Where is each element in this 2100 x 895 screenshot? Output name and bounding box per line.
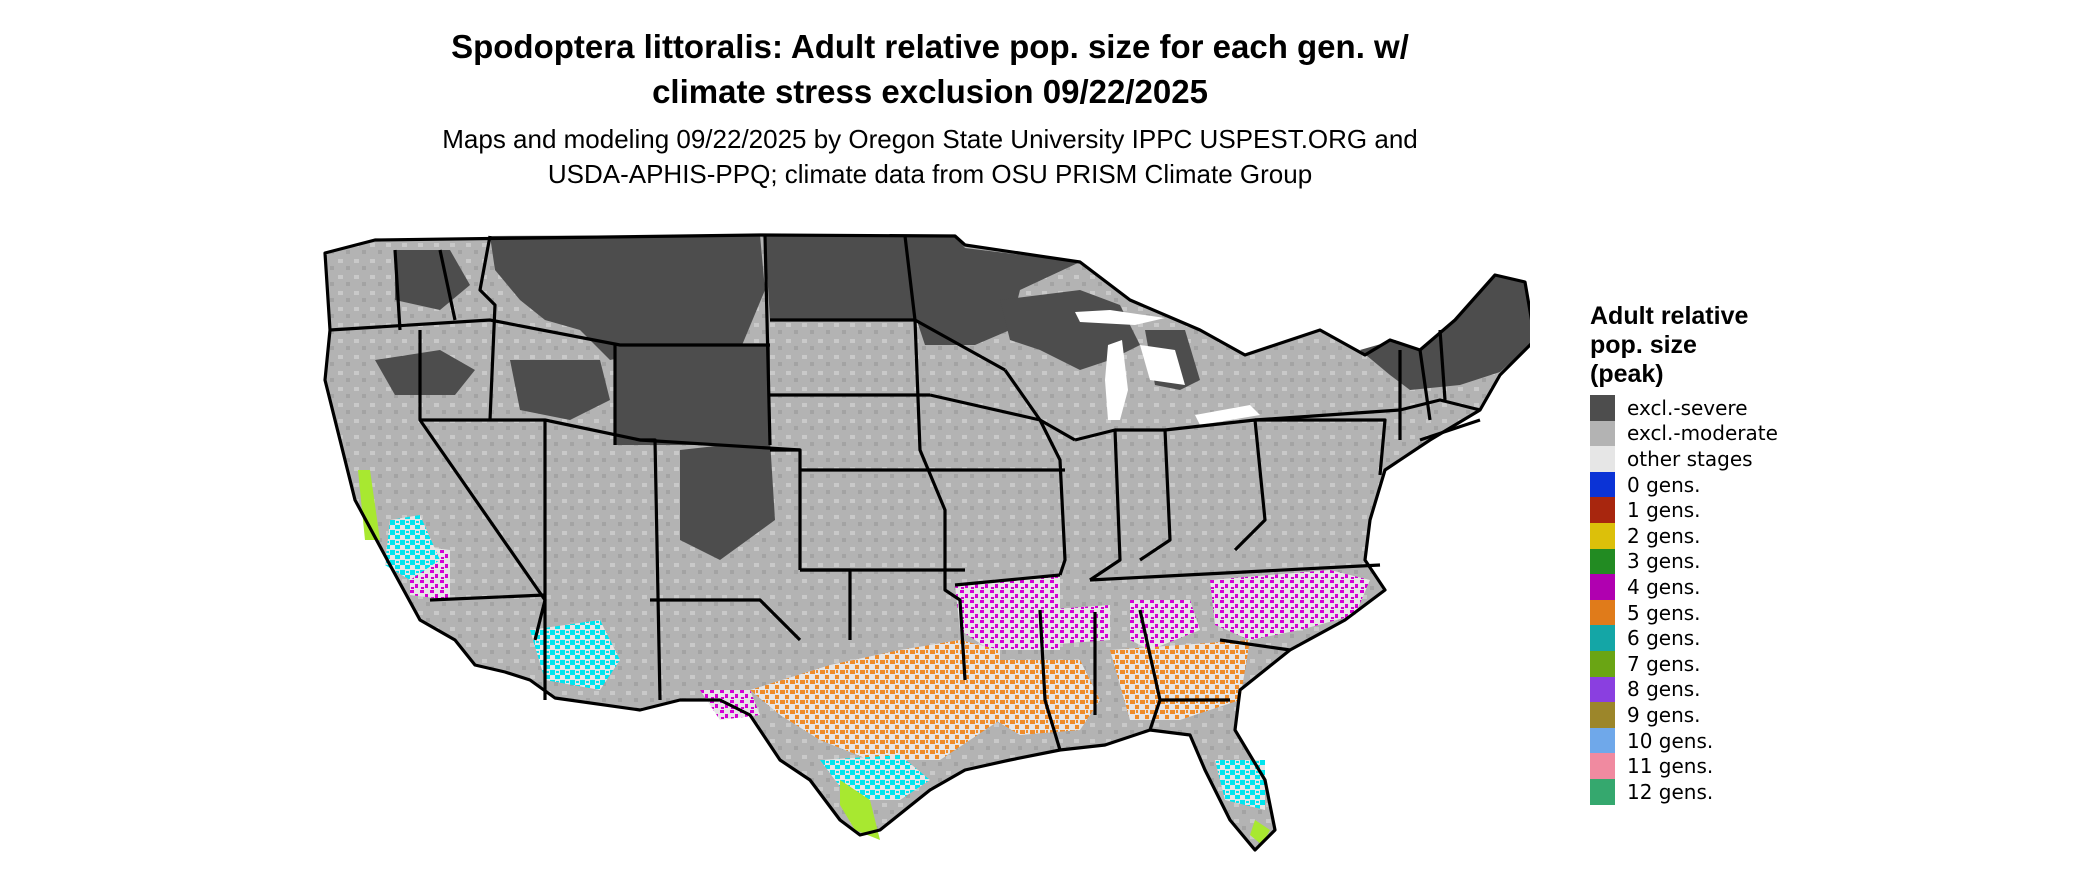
- legend-item: 9 gens.: [1590, 702, 1778, 728]
- legend-item: 4 gens.: [1590, 574, 1778, 600]
- legend-swatch: [1590, 650, 1615, 677]
- legend-label: excl.-moderate: [1627, 421, 1778, 446]
- legend-items: excl.-severe excl.-moderate other stages 0 …: [1590, 395, 1778, 805]
- map-title: Spodoptera littoralis: Adult relative po…: [0, 24, 1860, 114]
- legend-swatch: [1590, 522, 1615, 549]
- legend-label: 10 gens.: [1627, 728, 1714, 753]
- legend-swatch: [1590, 420, 1615, 447]
- map-subtitle-line-2: USDA-APHIS-PPQ; climate data from OSU PR…: [547, 159, 1313, 189]
- legend-label: 5 gens.: [1627, 600, 1701, 625]
- legend-swatch: [1590, 548, 1615, 575]
- legend-swatch: [1590, 676, 1615, 703]
- legend-item: 12 gens.: [1590, 778, 1778, 805]
- legend-swatch: [1590, 497, 1615, 523]
- legend-label: 2 gens.: [1627, 523, 1701, 548]
- map-subtitle-line-1: Maps and modeling 09/22/2025 by Oregon S…: [442, 124, 1418, 154]
- legend-label: 12 gens.: [1627, 779, 1714, 804]
- map-subtitle: Maps and modeling 09/22/2025 by Oregon S…: [0, 122, 1860, 192]
- legend-swatch: [1590, 446, 1615, 472]
- legend-item: 6 gens.: [1590, 625, 1778, 651]
- legend-label: 0 gens.: [1627, 472, 1701, 497]
- gen-7-areas: [358, 470, 1270, 845]
- legend-title: Adult relative pop. size (peak): [1590, 302, 1778, 389]
- legend-item: other stages: [1590, 446, 1778, 472]
- us-map: [323, 233, 1530, 852]
- legend-item: excl.-severe: [1590, 395, 1778, 421]
- legend-item: 8 gens.: [1590, 676, 1778, 703]
- legend-swatch: [1590, 395, 1615, 421]
- legend-label: 7 gens.: [1627, 651, 1701, 676]
- legend-item: 0 gens.: [1590, 471, 1778, 498]
- legend-label: 6 gens.: [1627, 626, 1701, 651]
- legend-item: excl.-moderate: [1590, 420, 1778, 447]
- legend-title-line-1: Adult relative: [1590, 302, 1749, 330]
- excl-severe-areas: [375, 235, 1530, 560]
- legend-item: 11 gens.: [1590, 753, 1778, 779]
- legend-item: 3 gens.: [1590, 548, 1778, 575]
- legend-label: 1 gens.: [1627, 498, 1701, 523]
- great-lakes: [1075, 310, 1260, 425]
- legend-label: 8 gens.: [1627, 677, 1701, 702]
- legend-swatch: [1590, 753, 1615, 779]
- legend-label: 11 gens.: [1627, 754, 1714, 779]
- legend-title-line-3: (peak): [1590, 360, 1664, 388]
- legend-swatch: [1590, 574, 1615, 600]
- legend-title-line-2: pop. size: [1590, 331, 1697, 359]
- legend-swatch: [1590, 599, 1615, 626]
- map-title-line-1: Spodoptera littoralis: Adult relative po…: [451, 28, 1409, 65]
- map-title-line-2: climate stress exclusion 09/22/2025: [652, 73, 1208, 110]
- legend-label: 4 gens.: [1627, 574, 1701, 599]
- legend-item: 2 gens.: [1590, 522, 1778, 549]
- gen-6-areas: [385, 515, 1265, 810]
- legend-swatch: [1590, 727, 1615, 754]
- legend-label: excl.-severe: [1627, 395, 1748, 420]
- legend-item: 7 gens.: [1590, 650, 1778, 677]
- legend-label: 3 gens.: [1627, 549, 1701, 574]
- legend-label: other stages: [1627, 446, 1753, 471]
- legend-item: 1 gens.: [1590, 497, 1778, 523]
- legend-swatch: [1590, 778, 1615, 805]
- legend-item: 5 gens.: [1590, 599, 1778, 626]
- gen-4-areas: [410, 545, 1370, 720]
- state-borders: [323, 233, 1530, 852]
- legend-item: 10 gens.: [1590, 727, 1778, 754]
- legend-swatch: [1590, 471, 1615, 498]
- map-legend: Adult relative pop. size (peak) excl.-se…: [1590, 302, 1778, 805]
- legend-swatch: [1590, 625, 1615, 651]
- legend-swatch: [1590, 702, 1615, 728]
- legend-label: 9 gens.: [1627, 702, 1701, 727]
